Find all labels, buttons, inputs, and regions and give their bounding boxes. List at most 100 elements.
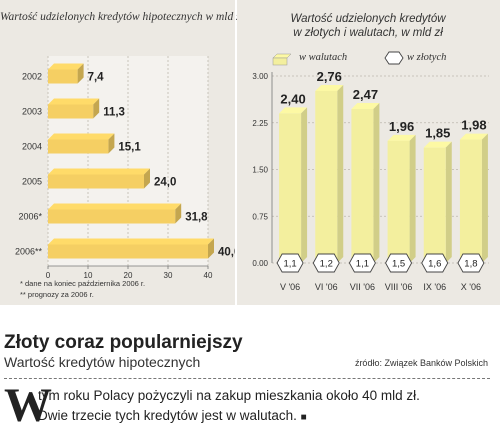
right-bar-side xyxy=(337,84,344,264)
right-bar-side xyxy=(445,141,452,263)
zloty-hexagon-badge xyxy=(312,253,340,273)
zloty-hexagon-badge xyxy=(421,253,449,273)
right-chart-title-line-2: w złotych i walutach, w mld zł xyxy=(293,27,443,39)
horizontal-bar-chart: 0 10 20 30 40 2002 7,4 2003 11,3 2004 15,1 2005 24,0… xyxy=(15,56,235,280)
right-bar-top xyxy=(315,84,344,91)
source-credit: źródło: Związek Banków Polskich xyxy=(354,358,488,368)
left-category-label: 2002 xyxy=(22,72,42,82)
right-bar-top xyxy=(459,133,488,140)
left-bar-top xyxy=(48,133,115,140)
right-bar-value-label: 2,76 xyxy=(317,69,342,84)
right-bar-side xyxy=(481,133,488,263)
right-category-label: VI '06 xyxy=(315,282,338,292)
right-bar-value-label: 2,47 xyxy=(353,87,378,102)
right-bar xyxy=(279,113,302,264)
right-y-tick-label: 1.50 xyxy=(252,166,268,175)
left-bar-top xyxy=(48,63,84,70)
zloty-hexagon-badge xyxy=(385,253,413,273)
vertical-bar-chart: Wartość udzielonych kredytów w złotych i … xyxy=(252,13,489,292)
left-bar-top xyxy=(48,203,182,210)
left-x-tick-label: 10 xyxy=(84,271,93,280)
right-bar-top xyxy=(387,134,416,141)
left-bar-value-label: 15,1 xyxy=(118,142,141,154)
left-bar-side xyxy=(108,133,115,154)
body-line-2-text: Dwie trzecie tych kredytów jest w waluta… xyxy=(38,408,297,423)
legend-label-zloty: w złotych xyxy=(407,52,447,63)
left-bar xyxy=(48,174,144,189)
right-bar-value-label: 1,96 xyxy=(389,119,414,134)
left-bar xyxy=(48,244,208,259)
legend-label-currency: w walutach xyxy=(299,52,348,63)
right-bar xyxy=(423,147,446,263)
right-bar-side xyxy=(373,103,380,263)
left-chart-title-text: Wartość udzielonych kredytów hipotecznyc… xyxy=(0,11,244,23)
zloty-hexagon-badge xyxy=(457,253,485,273)
body-line-1: tym roku Polacy pożyczyli na zakup miesz… xyxy=(38,388,420,403)
zloty-value-label: 1,5 xyxy=(392,259,405,270)
right-category-label: X '06 xyxy=(461,282,481,292)
legend-swatch-currency-top xyxy=(272,53,292,59)
right-y-tick-label: 3.00 xyxy=(252,72,268,81)
right-y-tick-label: 0.75 xyxy=(252,212,268,221)
right-chart-title-line-1: Wartość udzielonych kredytów xyxy=(290,13,446,25)
left-bar-value-label: 11,3 xyxy=(103,107,125,119)
left-bar-value-label: 7,4 xyxy=(88,72,105,84)
right-category-label: V '06 xyxy=(280,282,300,292)
zloty-value-label: 1,1 xyxy=(356,259,369,270)
right-bar-value-label: 1,85 xyxy=(425,126,450,141)
left-bar-value-label: 31,8 xyxy=(185,212,208,224)
left-bar xyxy=(48,104,94,119)
legend-swatch-zloty-hexagon xyxy=(384,51,404,65)
left-bar-side xyxy=(93,98,100,119)
left-category-label: 2006** xyxy=(15,247,43,257)
footnote-2: ** prognozy za 2006 r. xyxy=(20,290,94,299)
divider xyxy=(4,378,490,379)
right-bar-top xyxy=(279,107,308,114)
left-bar xyxy=(48,69,78,84)
drop-cap: W xyxy=(4,379,52,432)
zloty-value-label: 1,1 xyxy=(283,259,296,270)
left-category-label: 2005 xyxy=(22,177,42,187)
zloty-hexagon-badge xyxy=(276,253,304,273)
right-bar xyxy=(315,90,338,264)
left-bar-side xyxy=(175,203,182,224)
right-bar-value-label: 2,40 xyxy=(280,91,305,106)
left-bar-value-label: 40,0 xyxy=(218,247,235,259)
left-bar-value-label: 24,0 xyxy=(154,177,176,189)
left-category-label: 2006* xyxy=(18,212,42,222)
end-mark-icon: ■ xyxy=(300,412,307,423)
right-bar-top xyxy=(423,141,452,148)
left-chart-panel: Wartość udzielonych kredytów hipotecznyc… xyxy=(0,0,244,305)
left-bar-side xyxy=(77,63,84,84)
right-bar xyxy=(351,109,374,263)
zloty-value-label: 1,2 xyxy=(320,259,333,270)
right-y-tick-label: 2.25 xyxy=(252,119,268,128)
legend-swatch-currency xyxy=(272,57,288,66)
left-bar-top xyxy=(48,98,100,105)
left-bar-top xyxy=(48,168,150,175)
right-chart-panel: Wartość udzielonych kredytów w złotych i … xyxy=(237,0,500,305)
zloty-value-label: 1,6 xyxy=(428,259,441,270)
zloty-hexagon-badge xyxy=(348,253,376,273)
article-headline: Złoty coraz popularniejszy xyxy=(4,332,243,353)
zloty-value-label: 1,8 xyxy=(464,259,477,270)
left-x-tick-label: 30 xyxy=(164,271,173,280)
right-bar-side xyxy=(409,134,416,263)
right-category-label: VIII '06 xyxy=(385,282,413,292)
left-x-tick-label: 0 xyxy=(46,271,51,280)
left-category-label: 2004 xyxy=(22,142,42,152)
right-y-tick-label: 0.00 xyxy=(252,259,268,268)
right-category-label: IX '06 xyxy=(423,282,446,292)
right-bar-side xyxy=(301,107,308,264)
left-chart-title: Wartość udzielonych kredytów hipotecznyc… xyxy=(0,10,244,24)
footnote-1: * dane na koniec października 2006 r. xyxy=(20,279,146,288)
left-bar-side xyxy=(208,238,214,259)
left-bar-side xyxy=(144,168,150,189)
left-x-tick-label: 20 xyxy=(124,271,133,280)
right-bar-value-label: 1,98 xyxy=(461,118,486,133)
right-category-label: VII '06 xyxy=(350,282,375,292)
article-subheadline: Wartość kredytów hipotecznych xyxy=(4,354,201,370)
left-x-tick-label: 40 xyxy=(204,271,213,280)
left-category-label: 2003 xyxy=(22,107,42,117)
left-bar-top xyxy=(48,238,214,245)
